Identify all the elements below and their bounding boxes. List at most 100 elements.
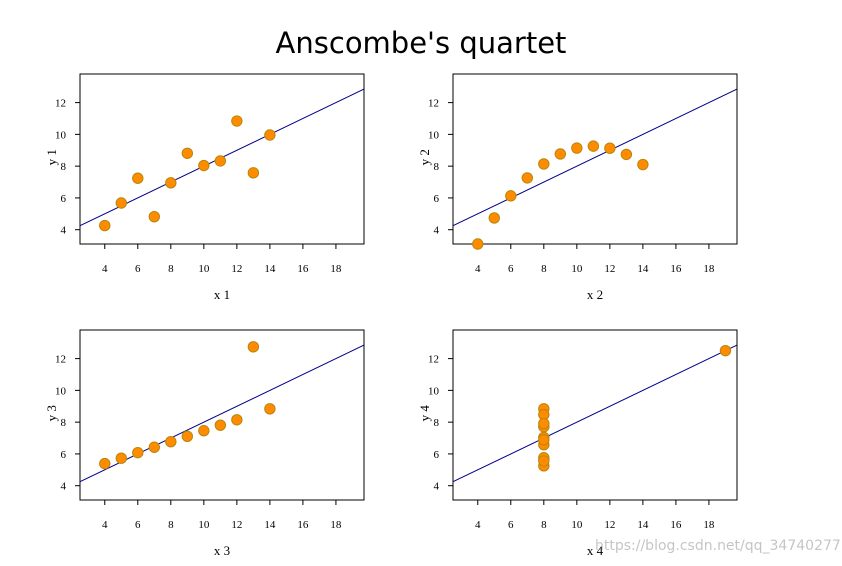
- data-point-1: [198, 159, 210, 172]
- data-point-3: [181, 430, 194, 442]
- regression-line-3: [80, 344, 364, 483]
- y-tick-label-1: 4: [61, 225, 67, 237]
- data-point-2: [538, 158, 550, 170]
- x-tick-label-1: 16: [297, 263, 309, 275]
- data-point-3: [165, 435, 177, 448]
- y-tick-label-2: 8: [434, 161, 440, 173]
- y-tick-label-4: 10: [428, 385, 440, 397]
- regression-line-4: [453, 344, 737, 483]
- x-tick-label-1: 8: [168, 263, 174, 275]
- data-point-3: [214, 419, 227, 431]
- x-tick-label-4: 4: [475, 519, 481, 531]
- plot-frame-3: [79, 329, 365, 501]
- x-tick-label-1: 14: [264, 263, 276, 275]
- y-tick-label-3: 10: [55, 385, 67, 397]
- y-axis-label-4: y 4: [417, 405, 432, 422]
- data-point-3: [264, 403, 276, 415]
- x-tick-label-4: 14: [637, 519, 649, 531]
- x-tick-label-3: 6: [135, 519, 141, 531]
- data-point-4: [719, 344, 732, 357]
- x-axis-label-2: x 2: [587, 287, 603, 302]
- plot-frame-2: [452, 73, 738, 245]
- data-point-2: [620, 148, 633, 161]
- y-axis-label-1: y 1: [44, 149, 59, 165]
- x-tick-label-2: 6: [508, 263, 514, 275]
- data-point-1: [181, 147, 194, 159]
- y-tick-label-3: 12: [55, 354, 66, 366]
- data-point-1: [231, 115, 243, 127]
- y-tick-label-3: 8: [61, 417, 67, 429]
- x-axis-label-3: x 3: [214, 543, 230, 558]
- x-tick-label-3: 16: [297, 519, 309, 531]
- x-tick-label-4: 10: [571, 519, 583, 531]
- x-tick-label-2: 16: [670, 263, 682, 275]
- x-tick-label-2: 4: [475, 263, 481, 275]
- y-tick-label-1: 10: [55, 129, 67, 141]
- data-point-1: [165, 177, 177, 189]
- plot-frame-4: [452, 329, 738, 501]
- y-tick-label-4: 12: [428, 354, 439, 366]
- x-tick-label-4: 8: [541, 519, 547, 531]
- data-point-1: [99, 219, 111, 232]
- data-point-2: [505, 190, 517, 202]
- y-tick-label-3: 6: [61, 449, 67, 461]
- watermark-text: https://blog.csdn.net/qq_34740277: [595, 538, 841, 554]
- data-point-1: [148, 210, 161, 223]
- data-point-2: [472, 238, 484, 250]
- data-point-3: [247, 341, 260, 353]
- x-tick-label-4: 16: [670, 519, 682, 531]
- data-point-1: [115, 197, 127, 209]
- x-tick-label-2: 18: [703, 263, 715, 275]
- x-tick-label-4: 12: [604, 519, 615, 531]
- y-tick-label-2: 4: [434, 225, 440, 237]
- data-point-4: [538, 434, 550, 446]
- data-point-1: [214, 155, 227, 167]
- y-axis-label-2: y 2: [417, 149, 432, 165]
- regression-line-2: [453, 88, 737, 227]
- plot-frame-1: [79, 73, 365, 245]
- x-tick-label-3: 18: [330, 519, 342, 531]
- data-point-2: [554, 148, 567, 160]
- x-tick-label-4: 6: [508, 519, 514, 531]
- x-tick-label-3: 8: [168, 519, 174, 531]
- data-point-1: [247, 167, 260, 179]
- data-point-4: [538, 455, 550, 467]
- data-point-2: [488, 212, 500, 224]
- x-tick-label-2: 10: [571, 263, 583, 275]
- data-point-3: [148, 441, 161, 453]
- x-tick-label-3: 10: [198, 519, 210, 531]
- x-tick-label-2: 12: [604, 263, 615, 275]
- y-tick-label-4: 6: [434, 449, 440, 461]
- data-point-1: [264, 129, 276, 141]
- x-tick-label-4: 18: [703, 519, 715, 531]
- data-point-2: [571, 142, 583, 154]
- x-tick-label-3: 14: [264, 519, 276, 531]
- y-tick-label-1: 6: [61, 193, 67, 205]
- x-tick-label-1: 12: [231, 263, 242, 275]
- x-tick-label-1: 10: [198, 263, 210, 275]
- x-axis-label-1: x 1: [214, 287, 230, 302]
- data-point-1: [132, 172, 144, 184]
- x-axis-label-4: x 4: [587, 543, 604, 558]
- data-point-2: [521, 172, 534, 184]
- y-tick-label-3: 4: [61, 481, 67, 493]
- x-tick-label-3: 4: [102, 519, 108, 531]
- data-point-3: [132, 446, 144, 459]
- y-tick-label-2: 6: [434, 193, 440, 205]
- y-tick-label-4: 4: [434, 481, 440, 493]
- y-axis-label-3: y 3: [44, 405, 59, 421]
- data-point-3: [115, 452, 127, 464]
- y-tick-label-4: 8: [434, 417, 440, 429]
- x-tick-label-2: 14: [637, 263, 649, 275]
- data-point-3: [99, 457, 111, 470]
- x-tick-label-1: 18: [330, 263, 342, 275]
- y-tick-label-1: 12: [55, 98, 66, 110]
- chart-title: Anscombe's quartet: [275, 26, 567, 60]
- y-tick-label-2: 10: [428, 129, 440, 141]
- data-point-2: [637, 158, 649, 171]
